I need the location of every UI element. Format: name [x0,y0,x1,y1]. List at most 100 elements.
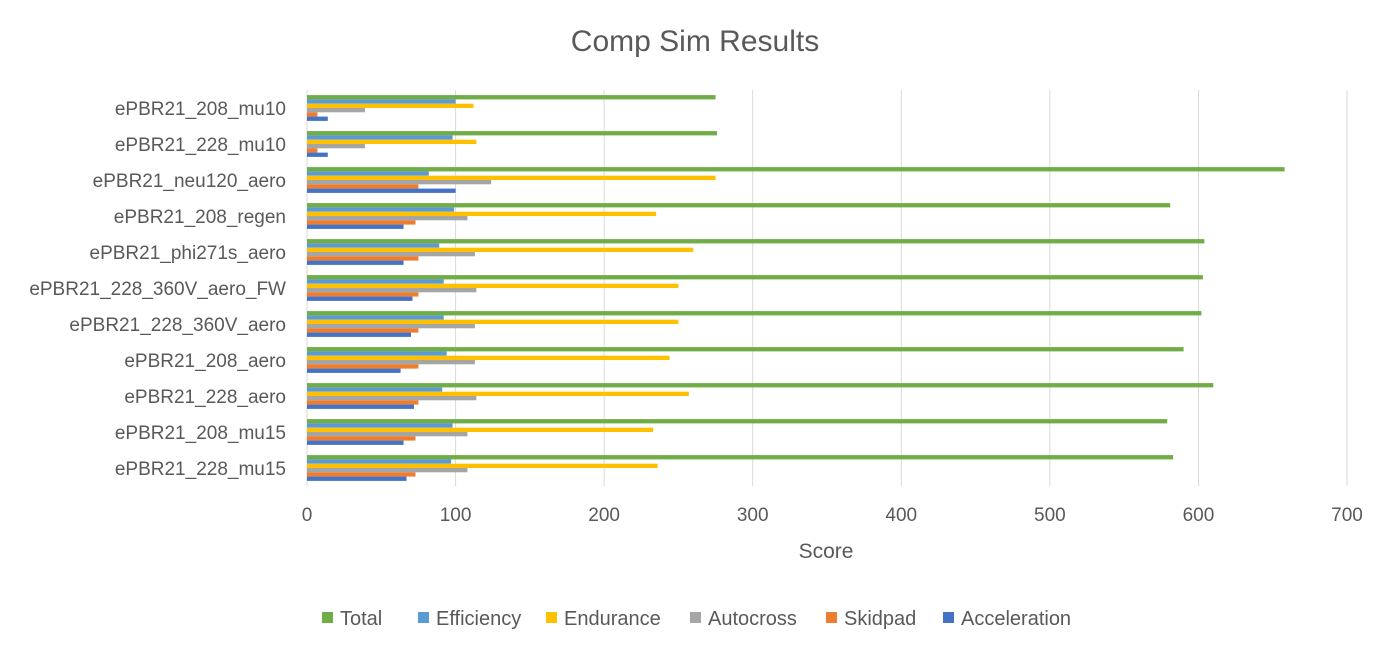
bar-efficiency-6 [307,315,444,320]
x-tick-label: 100 [440,505,472,526]
bar-efficiency-10 [307,459,452,464]
bar-efficiency-0 [307,99,456,104]
legend-swatch-endurance [546,612,557,623]
y-tick-label: ePBR21_208_regen [114,207,286,228]
y-tick-label: ePBR21_228_mu15 [115,459,286,480]
bars [307,95,1285,481]
bar-autocross-9 [307,432,468,437]
bar-total-0 [307,95,716,100]
bar-endurance-2 [307,175,716,180]
bar-autocross-8 [307,396,477,401]
bar-autocross-2 [307,180,492,185]
bar-acceleration-9 [307,440,404,445]
bar-acceleration-0 [307,116,328,121]
bar-skidpad-3 [307,220,416,225]
bar-skidpad-2 [307,184,419,189]
legend: Total Efficiency Endurance Autocross Skidpad… [322,608,1071,630]
bar-autocross-1 [307,144,365,149]
bar-acceleration-2 [307,188,456,193]
legend-label-acceleration: Acceleration [961,608,1071,630]
y-tick-label: ePBR21_208_aero [124,351,286,372]
x-tick-label: 500 [1034,505,1066,526]
bar-endurance-0 [307,103,474,108]
legend-swatch-autocross [690,612,701,623]
bar-efficiency-9 [307,423,453,428]
bar-autocross-10 [307,468,468,473]
x-tick-label: 400 [885,505,917,526]
y-tick-label: ePBR21_neu120_aero [93,171,286,192]
bar-total-6 [307,311,1202,316]
bar-endurance-3 [307,211,657,216]
bar-skidpad-7 [307,364,419,369]
bar-total-3 [307,203,1171,208]
bar-skidpad-9 [307,436,416,441]
bar-acceleration-7 [307,368,401,373]
y-tick-labels: ePBR21_208_mu10 ePBR21_228_mu10 ePBR21_neu… [29,99,286,480]
bar-total-1 [307,131,718,136]
bar-skidpad-8 [307,400,419,405]
bar-acceleration-6 [307,332,411,337]
bar-endurance-5 [307,283,679,288]
bar-autocross-0 [307,108,365,113]
x-tick-label: 700 [1331,505,1363,526]
bar-efficiency-7 [307,351,447,356]
y-tick-label: ePBR21_228_360V_aero [69,315,286,336]
y-tick-label: ePBR21_208_mu10 [115,99,286,120]
y-tick-label: ePBR21_phi271s_aero [90,243,287,264]
bar-skidpad-0 [307,112,318,117]
bar-acceleration-3 [307,224,404,229]
y-tick-label: ePBR21_228_aero [124,387,286,408]
bar-endurance-4 [307,247,694,252]
bar-acceleration-4 [307,260,404,265]
bar-endurance-7 [307,355,670,360]
bar-total-8 [307,383,1214,388]
bar-skidpad-1 [307,148,318,153]
legend-swatch-efficiency [418,612,429,623]
bar-endurance-9 [307,427,654,432]
bar-total-5 [307,275,1203,280]
x-tick-label: 300 [737,505,769,526]
x-tick-labels: 0 100 200 300 400 500 600 700 [302,505,1363,526]
legend-label-total: Total [340,608,382,630]
legend-label-skidpad: Skidpad [844,608,916,630]
bar-acceleration-10 [307,476,407,481]
bar-skidpad-5 [307,292,419,297]
bar-acceleration-1 [307,152,328,157]
bar-total-2 [307,167,1285,172]
x-axis-label: Score [799,540,854,563]
y-tick-label: ePBR21_228_360V_aero_FW [29,279,286,300]
x-tick-label: 0 [302,505,313,526]
bar-total-9 [307,419,1168,424]
bar-skidpad-10 [307,472,416,477]
bar-endurance-8 [307,391,689,396]
bar-total-7 [307,347,1184,352]
bar-endurance-10 [307,463,658,468]
bar-efficiency-8 [307,387,443,392]
bar-total-4 [307,239,1205,244]
x-tick-label: 600 [1183,505,1215,526]
legend-label-endurance: Endurance [564,608,661,630]
bar-total-10 [307,455,1174,460]
bar-efficiency-4 [307,243,440,248]
bar-endurance-6 [307,319,679,324]
legend-label-efficiency: Efficiency [436,608,521,630]
bar-autocross-6 [307,324,475,329]
bar-skidpad-4 [307,256,419,261]
bar-acceleration-8 [307,404,414,409]
bar-autocross-4 [307,252,475,257]
bar-endurance-1 [307,139,477,144]
y-tick-label: ePBR21_228_mu10 [115,135,286,156]
bar-autocross-5 [307,288,477,293]
legend-label-autocross: Autocross [708,608,797,630]
legend-swatch-total [322,612,333,623]
legend-swatch-acceleration [943,612,954,623]
x-tick-label: 200 [588,505,620,526]
bar-autocross-7 [307,360,475,365]
bar-efficiency-2 [307,171,429,176]
bar-acceleration-5 [307,296,413,301]
chart-title: Comp Sim Results [571,25,819,58]
bar-skidpad-6 [307,328,419,333]
y-tick-label: ePBR21_208_mu15 [115,423,286,444]
bar-efficiency-1 [307,135,453,140]
